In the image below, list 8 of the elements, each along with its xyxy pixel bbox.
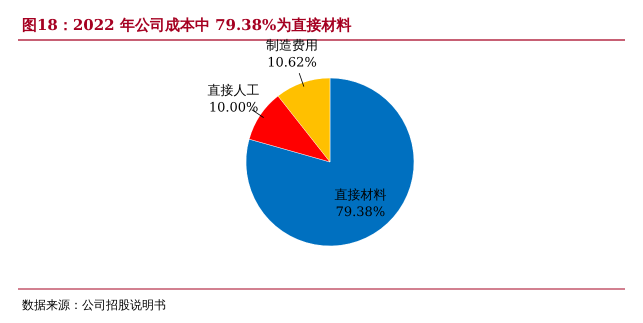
data-label: 10.62% [267, 55, 317, 70]
chart-title: 图18：2022 年公司成本中 79.38%为直接材料 [22, 16, 352, 34]
data-label: 10.00% [208, 100, 258, 116]
slice-label: 直接材料 [334, 188, 386, 204]
data-label: 79.38% [336, 205, 386, 220]
slice-label: 直接人工 [208, 84, 260, 99]
source-note: 数据来源：公司招股说明书 [22, 298, 166, 312]
slice-label: 制造费用 [266, 38, 318, 54]
